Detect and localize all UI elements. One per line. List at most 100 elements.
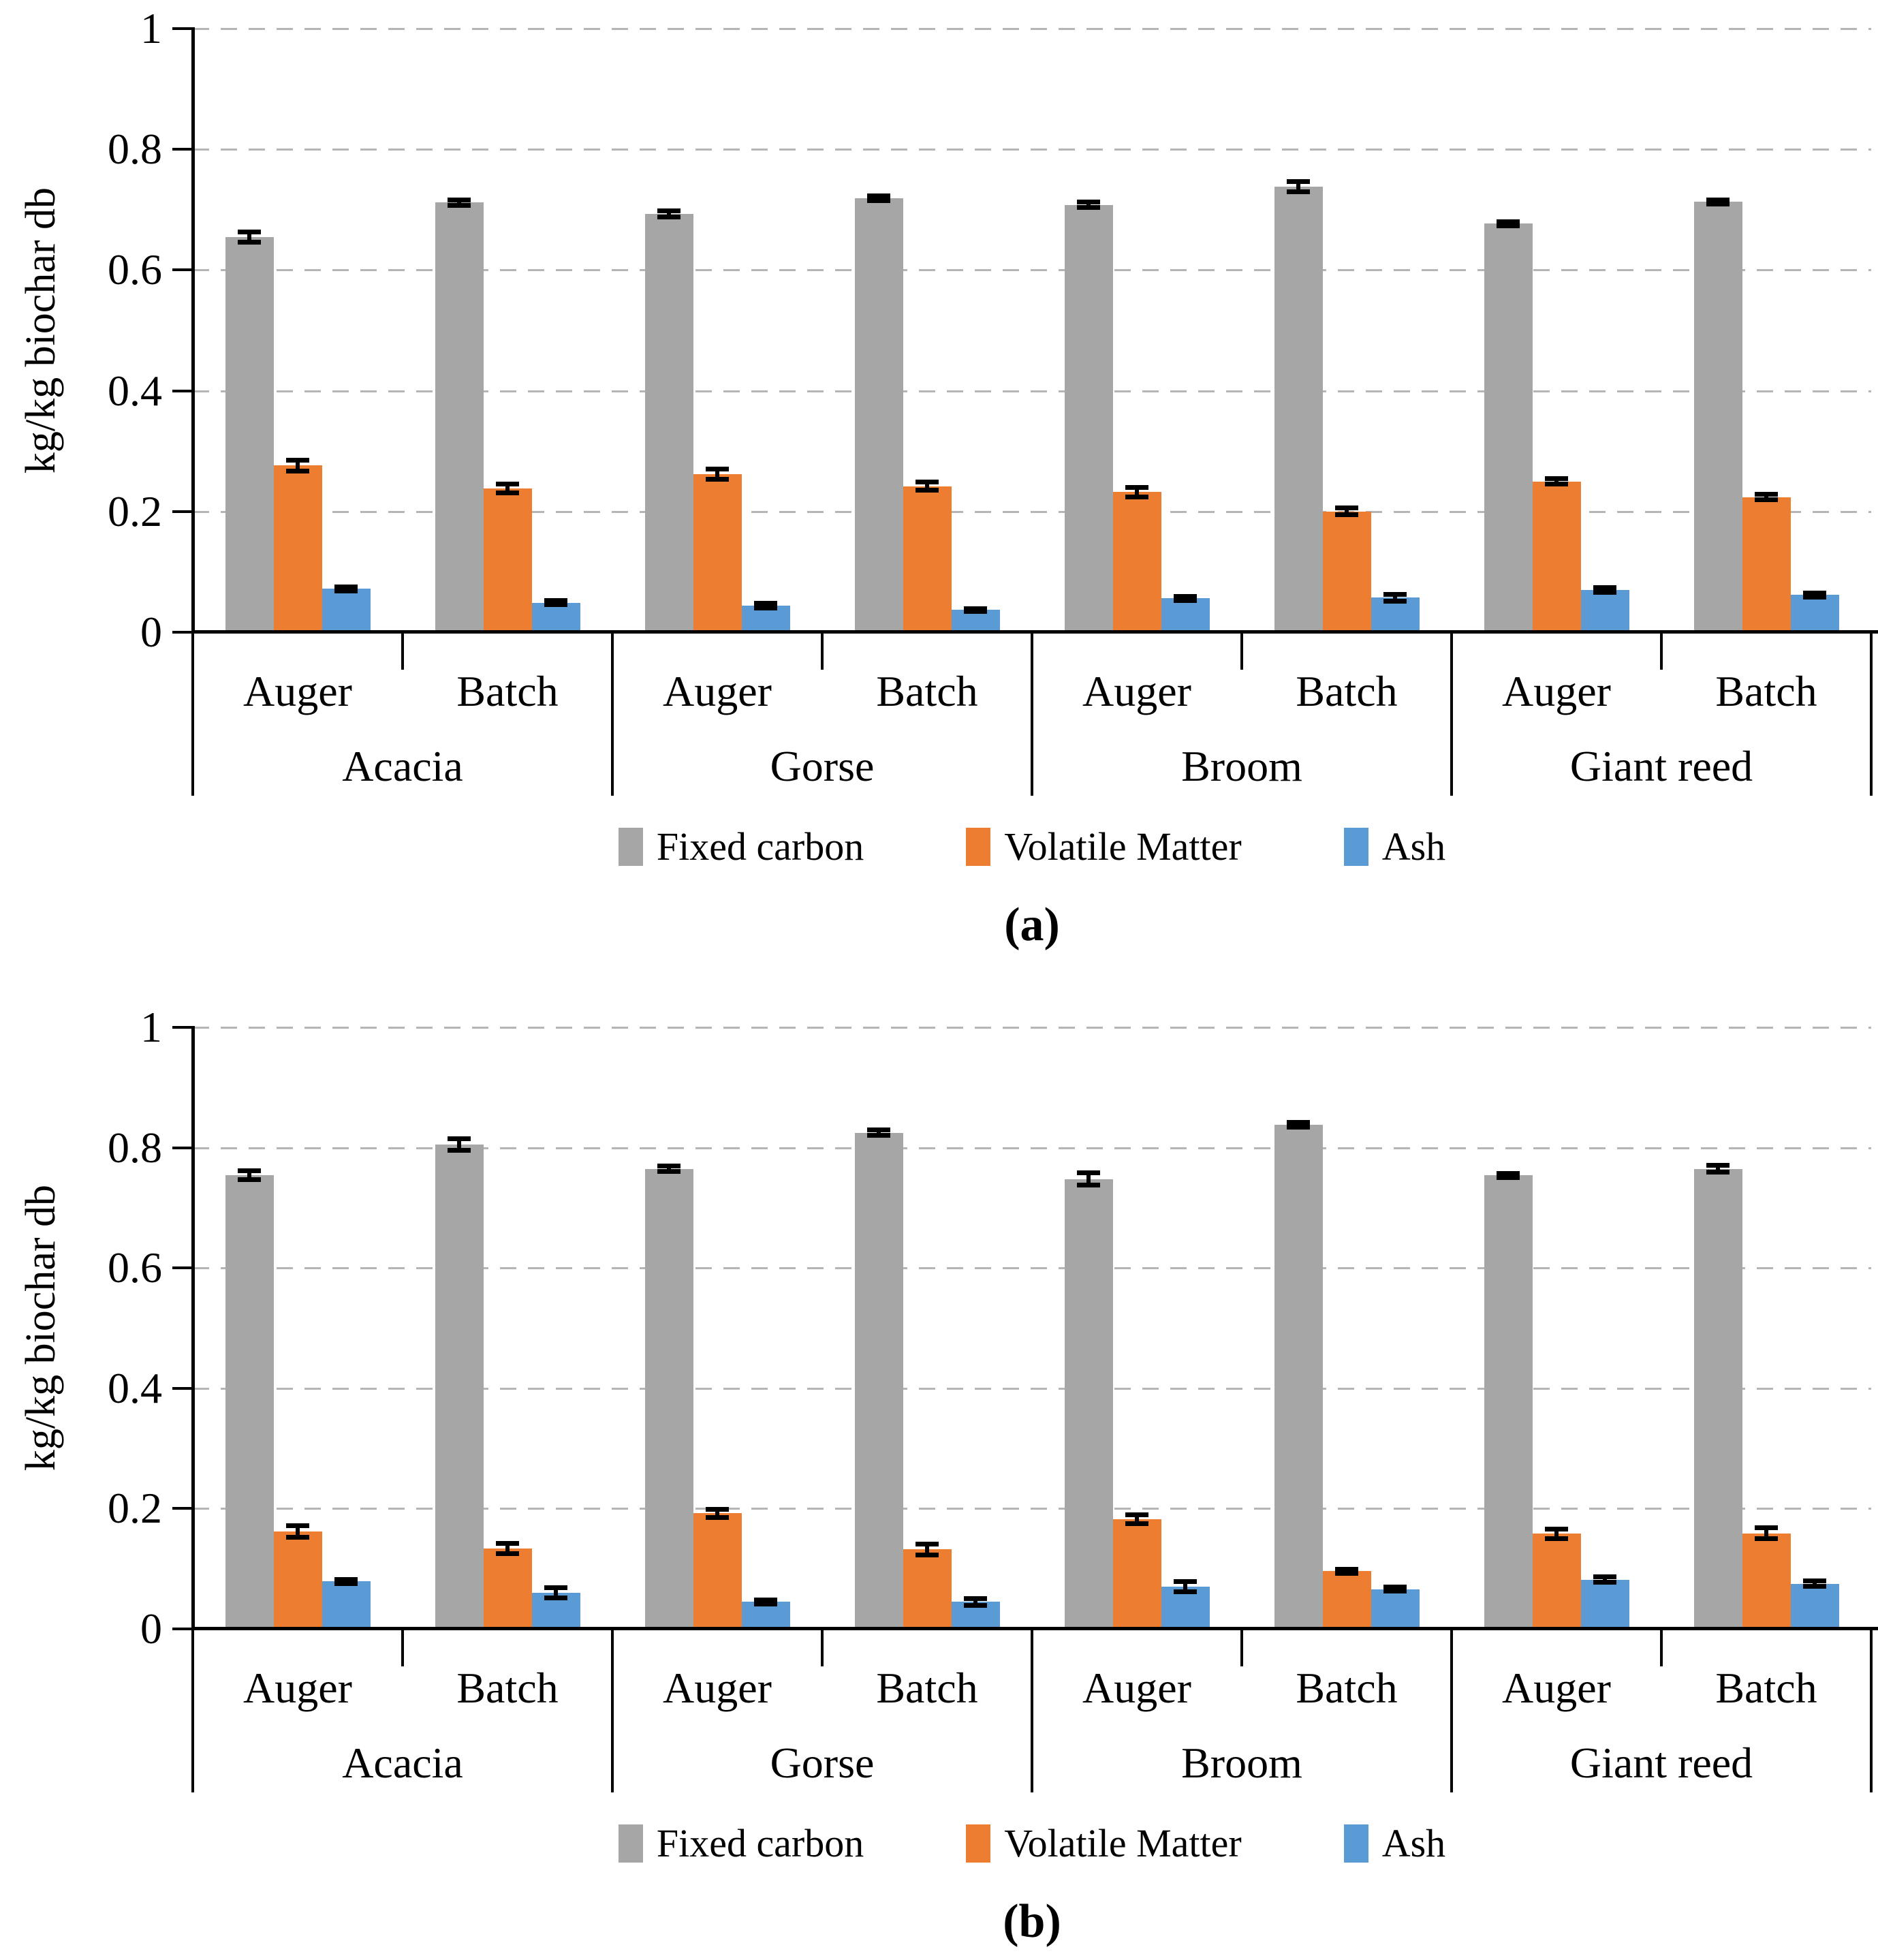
bar-fixed-carbon-acacia-auger-chart-b (225, 1175, 274, 1629)
error-bar-cap-bottom-chart-b (1174, 1589, 1197, 1595)
error-bar-cap-bottom-chart-b (1335, 1570, 1358, 1576)
bar-fixed-carbon-giant-reed-batch-chart-a (1693, 202, 1742, 632)
error-bar-cap-bottom-chart-b (1545, 1536, 1568, 1541)
error-bar-cap-bottom-chart-a (1497, 223, 1520, 228)
subgroup-label-acacia-auger-chart-b: Auger (243, 1664, 352, 1712)
error-bar-cap-bottom-chart-a (867, 198, 890, 203)
subgroup-label-broom-auger-chart-a: Auger (1082, 667, 1191, 715)
error-bar-cap-top-chart-a (1803, 590, 1826, 595)
error-bar-cap-top-chart-b (1077, 1170, 1100, 1175)
error-bar-cap-top-chart-b (496, 1540, 519, 1546)
error-bar-cap-top-chart-b (1125, 1512, 1148, 1518)
legend-chart-b: Fixed carbon Volatile Matter Ash (193, 1820, 1871, 1867)
error-bar-cap-bottom-chart-a (1706, 201, 1730, 206)
group-label-acacia-chart-b: Acacia (342, 1739, 463, 1787)
bar-volatile-matter-gorse-batch-chart-b (903, 1549, 952, 1629)
subgroup-tick-chart-a (821, 632, 824, 670)
error-bar-cap-bottom-chart-b (1593, 1580, 1616, 1585)
error-bar-cap-bottom-chart-a (448, 202, 471, 208)
error-bar-line-chart-b (973, 1598, 977, 1606)
gridline-0.2-chart-a (193, 510, 1871, 513)
bar-volatile-matter-acacia-auger-chart-a (273, 465, 322, 632)
legend-item-volatile-matter-chart-b: Volatile Matter (966, 1820, 1242, 1867)
subgroup-label-broom-auger-chart-b: Auger (1082, 1664, 1191, 1712)
y-tick-mark-chart-a (172, 510, 193, 513)
group-separator-chart-a (191, 632, 194, 796)
error-bar-cap-top-chart-a (448, 197, 471, 202)
y-tick-mark-chart-b (172, 1386, 193, 1390)
bar-ash-broom-batch-chart-b (1371, 1589, 1420, 1629)
error-bar-cap-bottom-chart-a (1125, 494, 1148, 499)
error-bar-cap-top-chart-b (1335, 1566, 1358, 1572)
error-bar-line-chart-b (877, 1130, 881, 1136)
y-tick-label-chart-a: 0.2 (108, 486, 162, 535)
bar-fixed-carbon-giant-reed-auger-chart-a (1484, 223, 1533, 632)
y-tick-mark-chart-a (172, 631, 193, 634)
y-tick-mark-chart-a (172, 389, 193, 392)
error-bar-cap-top-chart-a (915, 480, 939, 485)
y-tick-mark-chart-a (172, 148, 193, 151)
legend-label-ash: Ash (1381, 1821, 1446, 1865)
error-bar-cap-bottom-chart-a (1077, 205, 1100, 211)
bar-ash-giant-reed-batch-chart-b (1790, 1583, 1839, 1629)
bar-volatile-matter-gorse-auger-chart-a (693, 473, 742, 632)
error-bar-cap-bottom-chart-b (1383, 1589, 1407, 1594)
y-axis-line-chart-b (191, 1026, 195, 1629)
error-bar-cap-top-chart-a (1497, 219, 1520, 224)
error-bar-cap-top-chart-a (238, 229, 261, 234)
bar-volatile-matter-broom-auger-chart-b (1112, 1519, 1161, 1629)
subgroup-label-acacia-batch-chart-b: Batch (456, 1664, 559, 1712)
error-bar-cap-top-chart-b (706, 1507, 729, 1512)
error-bar-line-chart-b (457, 1138, 461, 1151)
legend-label-fixed-carbon: Fixed carbon (656, 1821, 864, 1865)
error-bar-line-chart-b (1183, 1581, 1187, 1593)
error-bar-line-chart-a (296, 459, 300, 472)
bar-fixed-carbon-acacia-batch-chart-b (435, 1145, 484, 1629)
error-bar-cap-top-chart-b (544, 1585, 567, 1591)
y-tick-label-chart-a: 0.4 (108, 366, 162, 415)
error-bar-cap-top-chart-a (1383, 592, 1407, 597)
error-bar-cap-bottom-chart-a (1383, 598, 1407, 604)
bar-fixed-carbon-giant-reed-auger-chart-b (1484, 1175, 1533, 1629)
bar-ash-broom-batch-chart-a (1371, 597, 1420, 632)
legend-item-fixed-carbon-chart-a: Fixed carbon (618, 823, 864, 871)
error-bar-line-chart-b (667, 1166, 671, 1172)
error-bar-line-chart-b (1554, 1529, 1559, 1539)
error-bar-line-chart-b (1296, 1121, 1300, 1128)
y-tick-label-chart-b: 0.4 (108, 1363, 162, 1412)
error-bar-cap-top-chart-a (1125, 485, 1148, 491)
error-bar-cap-top-chart-b (286, 1523, 309, 1529)
subgroup-label-gorse-auger-chart-b: Auger (663, 1664, 772, 1712)
error-bar-line-chart-b (296, 1525, 300, 1538)
error-bar-line-chart-a (715, 468, 719, 480)
bar-ash-gorse-auger-chart-b (741, 1602, 790, 1629)
error-bar-line-chart-a (1296, 181, 1300, 193)
legend-swatch-volatile-matter-icon (966, 1824, 991, 1863)
gridline-0.8-chart-a (193, 149, 1871, 151)
error-bar-line-chart-b (1135, 1514, 1139, 1525)
error-bar-cap-bottom-chart-b (706, 1514, 729, 1520)
x-axis-line-chart-a (191, 630, 1878, 634)
group-label-giant-reed-chart-a: Giant reed (1569, 742, 1753, 790)
bar-ash-giant-reed-auger-chart-b (1580, 1579, 1629, 1629)
error-bar-line-chart-a (667, 210, 671, 218)
bar-fixed-carbon-acacia-auger-chart-a (225, 236, 274, 632)
legend-item-ash-chart-a: Ash (1343, 823, 1445, 871)
bar-volatile-matter-acacia-batch-chart-b (483, 1548, 532, 1629)
error-bar-cap-bottom-chart-a (657, 215, 680, 220)
error-bar-cap-top-chart-a (1706, 197, 1730, 202)
error-bar-cap-bottom-chart-a (754, 605, 777, 610)
subgroup-label-gorse-auger-chart-a: Auger (663, 667, 772, 715)
error-bar-cap-bottom-chart-b (496, 1551, 519, 1556)
error-bar-cap-top-chart-b (1755, 1525, 1778, 1530)
error-bar-cap-bottom-chart-a (1174, 597, 1197, 603)
bar-volatile-matter-giant-reed-auger-chart-b (1532, 1534, 1581, 1629)
error-bar-cap-top-chart-b (448, 1136, 471, 1142)
group-separator-chart-b (1031, 1629, 1033, 1792)
error-bar-line-chart-a (925, 482, 929, 491)
error-bar-line-chart-a (1135, 487, 1139, 497)
error-bar-line-chart-b (925, 1543, 929, 1556)
legend-item-volatile-matter-chart-a: Volatile Matter (966, 823, 1242, 871)
bar-fixed-carbon-broom-batch-chart-a (1274, 187, 1323, 632)
error-bar-cap-bottom-chart-a (706, 476, 729, 482)
